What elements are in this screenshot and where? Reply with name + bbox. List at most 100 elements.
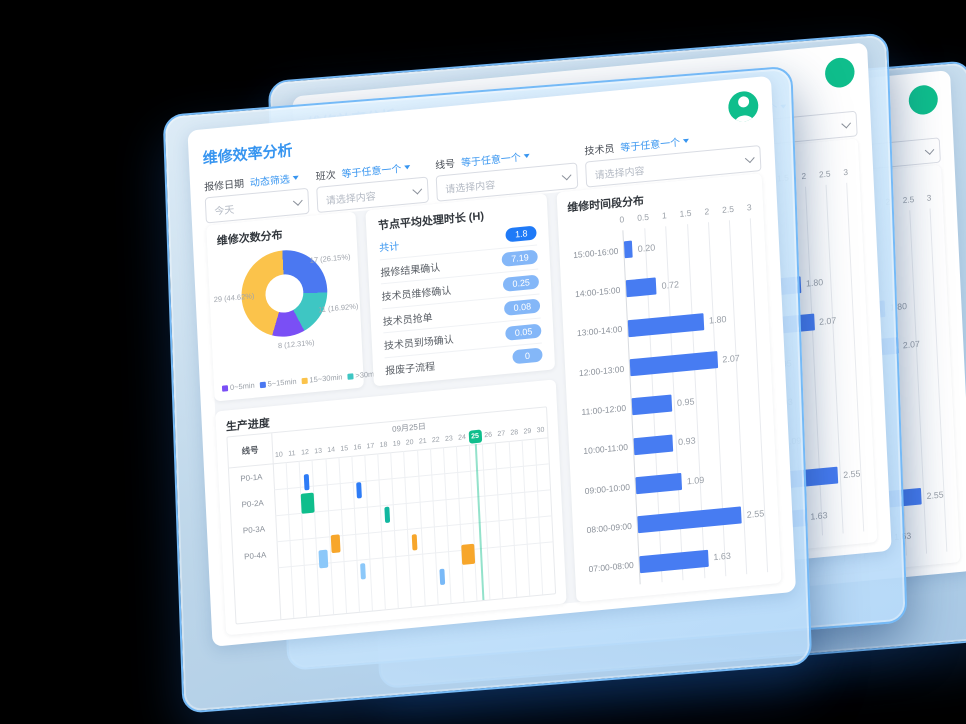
gantt-block bbox=[300, 492, 315, 514]
x-tick-label: 1.5 bbox=[679, 207, 692, 219]
x-tick-label: 1 bbox=[661, 210, 667, 221]
y-category-label: 10:00-11:00 bbox=[583, 442, 629, 457]
legend-swatch bbox=[301, 377, 308, 384]
gantt-block bbox=[356, 482, 363, 499]
x-tick-label: 2.5 bbox=[818, 168, 831, 180]
repair-count-distribution-card: 维修次数分布 17 (26.15%) 11 (16.92%) 8 (12.31%… bbox=[206, 211, 380, 402]
chevron-down-icon bbox=[744, 152, 755, 163]
gantt-day: 15 bbox=[340, 445, 349, 453]
bar bbox=[627, 312, 705, 338]
gantt-block bbox=[360, 562, 367, 580]
bar-value-label: 0.95 bbox=[676, 396, 695, 408]
gantt-day: 25 bbox=[468, 429, 482, 445]
filter-report-date: 报修日期 动态筛选 今天 bbox=[204, 169, 310, 224]
value-badge: 0.08 bbox=[504, 298, 541, 317]
caret-down-icon bbox=[523, 153, 530, 158]
value-badge: 0.25 bbox=[503, 274, 540, 292]
x-tick-label: 0 bbox=[619, 214, 625, 225]
today-badge: 25 bbox=[468, 429, 482, 444]
select-placeholder: 请选择内容 bbox=[594, 165, 645, 182]
y-category-label: 14:00-15:00 bbox=[574, 284, 621, 300]
bar-value-label: 0.20 bbox=[637, 242, 656, 254]
bar-value-label: 2.07 bbox=[902, 338, 921, 350]
page-title: 维修效率分析 bbox=[202, 141, 293, 168]
slice-callout: 17 (26.15%) bbox=[309, 252, 351, 265]
slice-callout: 8 (12.31%) bbox=[277, 337, 315, 351]
user-avatar-icon[interactable] bbox=[908, 83, 939, 116]
bar-value-label: 1.09 bbox=[686, 474, 705, 487]
bar-value-label: 1.63 bbox=[713, 550, 732, 563]
y-category-label: 13:00-14:00 bbox=[576, 324, 623, 339]
select-placeholder: 请选择内容 bbox=[325, 190, 376, 207]
dashboard: 维修效率分析 报修日期 动态筛选 今天 班次 等于任意一个 bbox=[187, 76, 796, 647]
donut-area: 17 (26.15%) 11 (16.92%) 8 (12.31%) 29 (4… bbox=[213, 238, 359, 356]
bar-value-label: 1.80 bbox=[708, 314, 727, 326]
bar bbox=[633, 434, 674, 456]
bar-value-label: 1.80 bbox=[805, 277, 824, 289]
select-placeholder: 请选择内容 bbox=[445, 179, 496, 196]
donut-legend: 0~5min 5~15min 15~30min >30min bbox=[221, 369, 380, 393]
bar bbox=[635, 473, 683, 495]
user-avatar-icon[interactable] bbox=[824, 56, 856, 89]
legend-item: 15~30min bbox=[301, 372, 343, 385]
gantt-block bbox=[318, 549, 329, 569]
caret-down-icon bbox=[404, 164, 411, 170]
gantt-day: 10 bbox=[274, 451, 283, 460]
caret-down-icon bbox=[682, 138, 690, 143]
user-avatar-icon[interactable] bbox=[727, 90, 759, 123]
legend-swatch bbox=[259, 381, 266, 388]
operator-link[interactable]: 等于任意一个 bbox=[341, 159, 411, 181]
bar-value-label: 2.07 bbox=[818, 315, 837, 327]
gantt-day: 27 bbox=[497, 430, 506, 439]
gantt-day: 26 bbox=[484, 431, 493, 440]
dashboard-card-front[interactable]: 维修效率分析 报修日期 动态筛选 今天 班次 等于任意一个 bbox=[162, 65, 813, 714]
x-tick-label: 2 bbox=[801, 170, 807, 182]
gantt-day: 12 bbox=[300, 448, 310, 457]
x-tick-label: 3 bbox=[746, 202, 752, 213]
dashboard-body: 维修次数分布 17 (26.15%) 11 (16.92%) 8 (12.31%… bbox=[206, 173, 782, 636]
gantt-day: 13 bbox=[314, 447, 323, 456]
y-category-label: 11:00-12:00 bbox=[581, 402, 627, 418]
filter-label: 报修日期 bbox=[203, 178, 245, 194]
value-badge: 0.05 bbox=[505, 323, 542, 341]
filter-label: 技术员 bbox=[584, 143, 615, 158]
bar-value-label: 2.55 bbox=[926, 489, 944, 501]
bar bbox=[625, 277, 658, 298]
chevron-down-icon bbox=[924, 144, 935, 155]
bar-value-label: 2.07 bbox=[722, 352, 741, 365]
filter-shift: 班次 等于任意一个 请选择内容 bbox=[315, 157, 429, 213]
gantt-block bbox=[330, 534, 341, 553]
bar bbox=[637, 506, 743, 534]
bar bbox=[629, 351, 718, 377]
gantt-day: 20 bbox=[405, 438, 414, 447]
chevron-down-icon bbox=[292, 195, 303, 206]
y-category-label: 08:00-09:00 bbox=[586, 520, 633, 536]
gantt-day: 11 bbox=[288, 450, 296, 458]
gantt-day: 17 bbox=[366, 442, 375, 451]
chevron-down-icon bbox=[412, 184, 423, 195]
gantt-day: 19 bbox=[392, 440, 401, 448]
gantt-block bbox=[384, 506, 390, 524]
chevron-down-icon bbox=[561, 170, 572, 180]
gantt-day: 28 bbox=[510, 429, 519, 437]
gantt-day: 18 bbox=[379, 441, 388, 450]
legend-item: 0~5min bbox=[221, 381, 255, 393]
y-category-label: 07:00-08:00 bbox=[588, 560, 634, 575]
x-tick-label: 0.5 bbox=[636, 211, 650, 223]
gantt-block bbox=[460, 543, 475, 566]
gantt-body bbox=[272, 437, 555, 619]
operator-link[interactable]: 等于任意一个 bbox=[620, 133, 690, 154]
bar-value-label: 0.93 bbox=[677, 435, 696, 448]
filter-label: 线号 bbox=[434, 158, 456, 172]
value-badge: 1.8 bbox=[505, 225, 537, 243]
bar-value-label: 2.55 bbox=[842, 468, 861, 480]
bar bbox=[639, 549, 709, 574]
y-category-label: 15:00-16:00 bbox=[572, 245, 619, 260]
y-category-label: 09:00-10:00 bbox=[584, 481, 631, 496]
gantt-block bbox=[411, 534, 418, 551]
dynamic-filter-link[interactable]: 动态筛选 bbox=[250, 170, 300, 189]
operator-link[interactable]: 等于任意一个 bbox=[461, 148, 530, 169]
